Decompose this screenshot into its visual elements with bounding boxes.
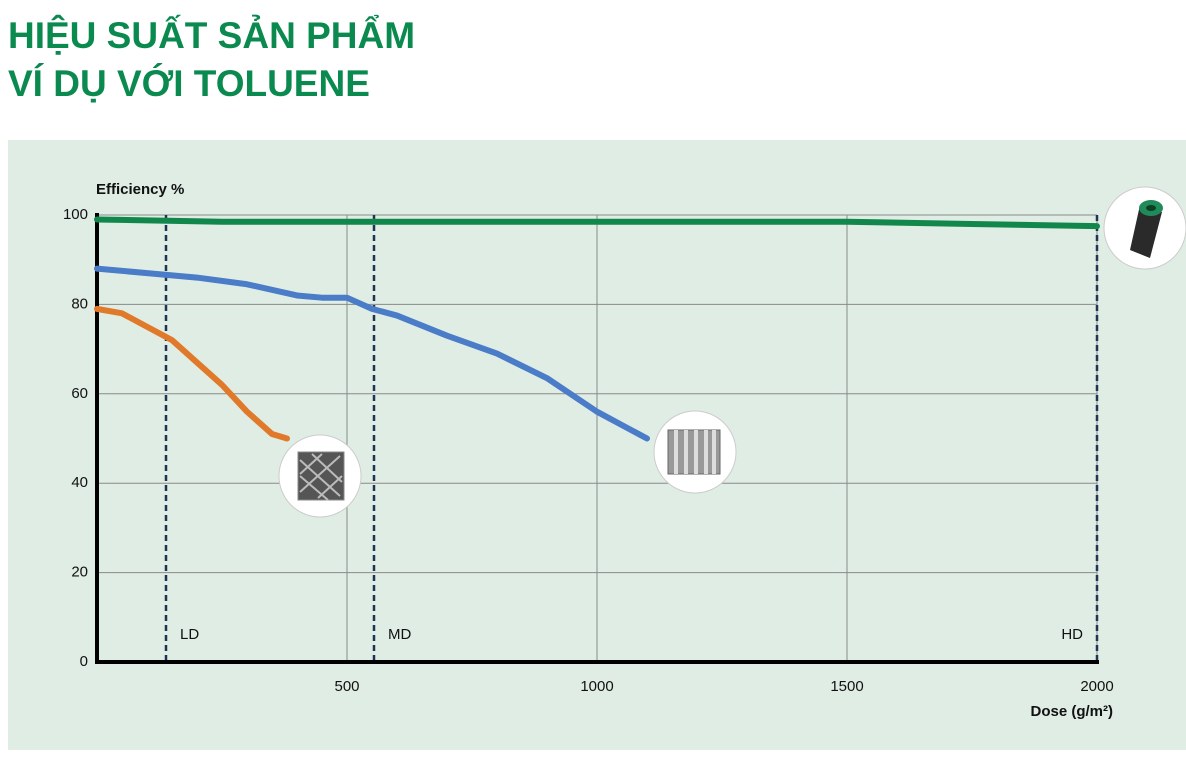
series-line bbox=[94, 265, 650, 442]
reference-label: MD bbox=[388, 626, 411, 643]
x-tick-label: 1000 bbox=[580, 678, 613, 695]
y-tick-label: 60 bbox=[71, 385, 88, 402]
x-tick-label: 1500 bbox=[830, 678, 863, 695]
product-icons bbox=[278, 186, 1186, 518]
plot: 0 20 40 60 80 100 500 1000 1500 2000 LD MD HD bbox=[63, 206, 1114, 695]
y-axis-title: Efficiency % bbox=[96, 181, 184, 198]
y-tick-label: 100 bbox=[63, 206, 88, 223]
x-tick-label: 2000 bbox=[1080, 678, 1113, 695]
series-line bbox=[94, 216, 1100, 230]
y-tick-label: 40 bbox=[71, 474, 88, 491]
x-axis-title: Dose (g/m²) bbox=[1031, 703, 1114, 720]
reference-label: HD bbox=[1061, 626, 1083, 643]
chart-subtitle: VÍ DỤ VỚI TOLUENE bbox=[8, 62, 370, 104]
y-tick-label: 80 bbox=[71, 295, 88, 312]
y-tick-label: 20 bbox=[71, 564, 88, 581]
y-tick-label: 0 bbox=[80, 653, 88, 670]
x-tick-label: 500 bbox=[334, 678, 359, 695]
chart-title: HIỆU SUẤT SẢN PHẨM bbox=[8, 14, 415, 56]
series-line bbox=[94, 305, 290, 442]
reference-label: LD bbox=[180, 626, 199, 643]
